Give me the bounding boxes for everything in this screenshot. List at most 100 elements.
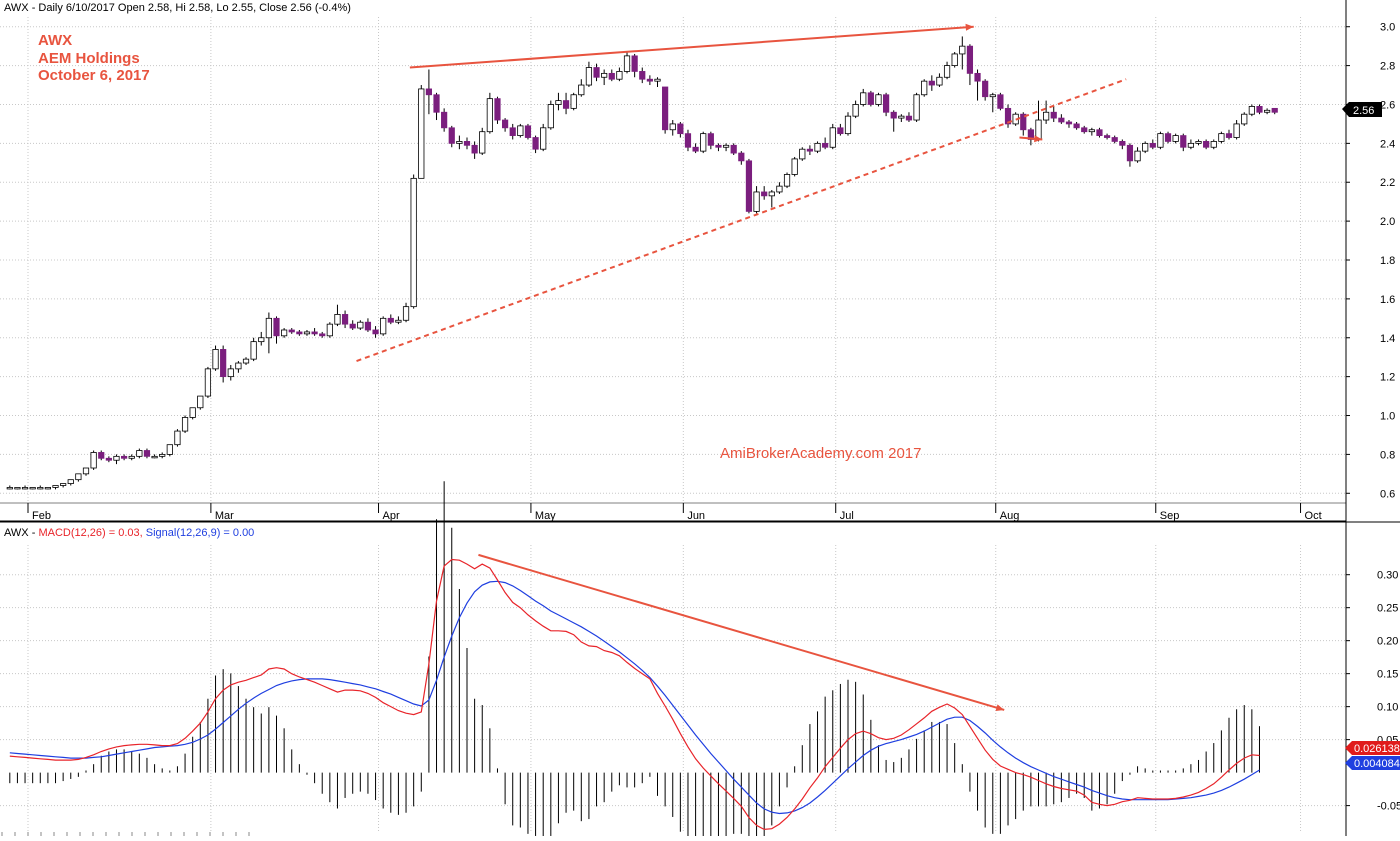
candle: [837, 123, 844, 136]
candle-body: [966, 45, 974, 74]
candle: [44, 487, 52, 490]
candle: [1004, 104, 1012, 128]
candle-body: [60, 483, 67, 486]
macd-header-prefix: AWX -: [4, 527, 38, 539]
candle: [1203, 139, 1210, 150]
candle: [14, 487, 21, 490]
candlestick-series[interactable]: [6, 36, 1278, 490]
candle: [616, 67, 623, 82]
candle-body: [1119, 141, 1126, 146]
candle: [936, 73, 943, 87]
x-tick-label: Aug: [1000, 510, 1020, 522]
candle-body: [189, 407, 196, 418]
candle-body: [921, 80, 928, 96]
candle-body: [113, 455, 120, 461]
candle-body: [1081, 127, 1088, 133]
candle: [776, 182, 783, 194]
candle: [380, 316, 387, 336]
candle: [357, 320, 364, 330]
candle: [189, 407, 196, 420]
trend-arrowhead: [965, 23, 974, 31]
candle: [997, 92, 1004, 111]
x-tick-label: Oct: [1305, 510, 1322, 522]
macd-value-badge-text: 0.026138: [1354, 743, 1400, 755]
candle-body: [220, 349, 227, 378]
candle: [121, 454, 128, 461]
candle-body: [387, 317, 394, 323]
candle: [1043, 100, 1050, 124]
candle-body: [235, 362, 242, 370]
candle-body: [905, 115, 913, 121]
candle-body: [37, 487, 44, 490]
candle: [524, 123, 532, 140]
last-price-badge-bg: [1342, 102, 1382, 117]
candle: [593, 63, 600, 82]
annotation-ticker: AWX: [38, 32, 72, 49]
candle-body: [761, 191, 768, 197]
candle: [562, 92, 570, 115]
trend-lines: [356, 23, 1127, 712]
candle: [509, 123, 516, 140]
price-y-tick-label: 0.6: [1380, 488, 1395, 500]
candle: [364, 318, 372, 332]
trend-arrowhead: [995, 704, 1005, 712]
macd-value-badge: 0.026138: [1345, 741, 1400, 755]
candle: [1241, 112, 1248, 126]
candle: [822, 137, 829, 150]
candle-body: [1218, 133, 1225, 142]
candle-body: [121, 455, 128, 459]
macd-value-badge-bg: [1345, 741, 1400, 755]
candle: [982, 79, 989, 101]
price-y-tick-label: 2.2: [1380, 177, 1395, 189]
candle: [425, 69, 433, 115]
candle: [448, 125, 455, 148]
candle: [479, 127, 486, 156]
price-trend-line: [356, 78, 1127, 363]
candle-body: [1195, 141, 1202, 144]
candle-body: [75, 473, 82, 481]
x-tick-label: Jun: [687, 510, 705, 522]
candle-body: [738, 152, 745, 162]
price-y-tick-label: 3.0: [1380, 22, 1395, 34]
candle-body: [1134, 150, 1141, 162]
annotation-company: AEM Holdings: [38, 50, 140, 67]
candle-body: [402, 306, 410, 321]
candle: [37, 485, 44, 490]
signal-line: [9, 580, 1260, 815]
grid-lines: [0, 17, 1346, 832]
last-price-badge-text: 2.56: [1353, 105, 1374, 117]
candle-body: [1096, 129, 1103, 136]
candle-body: [875, 94, 882, 105]
candle-body: [540, 127, 547, 150]
candle: [921, 79, 928, 97]
price-trend-line: [409, 25, 974, 69]
candle-body: [1142, 142, 1149, 152]
candle: [98, 450, 105, 461]
macd-y-tick-label: 0.25: [1377, 603, 1398, 615]
candle-body: [646, 78, 653, 82]
macd-y-tick-label: -0.05: [1377, 801, 1400, 813]
candle: [898, 114, 905, 122]
candle: [212, 345, 219, 371]
candle: [441, 108, 448, 132]
candle: [989, 92, 996, 113]
candle-body: [700, 133, 707, 152]
macd-y-tick-label: 0.20: [1377, 636, 1398, 648]
candle-body: [959, 45, 966, 55]
candle-body: [745, 160, 753, 212]
candle: [159, 452, 166, 459]
price-y-tick-label: 1.6: [1380, 294, 1395, 306]
candle: [463, 137, 471, 150]
price-y-tick-label: 0.8: [1380, 449, 1395, 461]
candle-body: [890, 111, 897, 119]
candle: [296, 329, 303, 336]
candle-body: [730, 144, 737, 154]
candle: [303, 329, 311, 336]
candle: [250, 337, 257, 362]
candle-body: [1103, 135, 1111, 138]
candle: [806, 145, 814, 156]
candle-body: [951, 53, 958, 67]
candle: [90, 450, 97, 470]
candle-body: [1065, 121, 1073, 125]
candle: [905, 112, 913, 122]
